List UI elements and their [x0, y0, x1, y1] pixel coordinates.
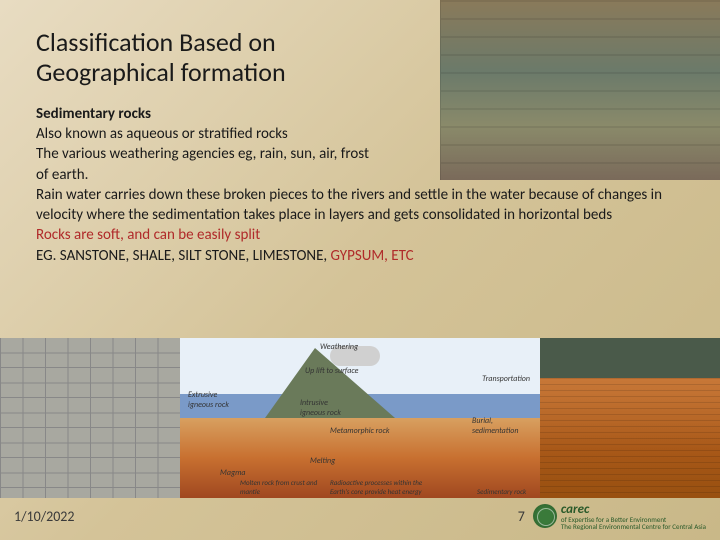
text-line: EG. SANSTONE, SHALE, SILT STONE, LIMESTO…	[36, 246, 676, 266]
slide-title: Classification Based on Geographical for…	[36, 28, 396, 88]
diagram-label: Magma	[220, 468, 246, 478]
slide-footer: 1/10/2022 7 carec of Expertise for a Bet…	[0, 502, 720, 530]
diagram-label: Up lift to surface	[305, 366, 358, 376]
diagram-label: Melting	[310, 456, 335, 466]
diagram-label: Metamorphic rock	[330, 426, 390, 436]
diagram-label: Radioactive processes within the Earth's…	[330, 478, 440, 496]
text-line: Rain water carries down these broken pie…	[36, 185, 676, 226]
canyon-photo	[440, 0, 720, 180]
carec-logo: carec of Expertise for a Better Environm…	[533, 503, 706, 530]
diagram-label: Extrusive igneous rock	[188, 390, 238, 410]
stone-wall-photo	[0, 338, 180, 498]
page-number: 7	[518, 508, 525, 525]
logo-text: carec of Expertise for a Better Environm…	[561, 503, 706, 530]
diagram-label: Burial, sedimentation	[472, 416, 532, 436]
diagram-label: Molten rock from crust and mantle	[240, 478, 320, 496]
diagram-label: Weathering	[320, 342, 358, 352]
footer-date: 1/10/2022	[14, 508, 74, 525]
text-highlight: Rocks are soft, and can be easily split	[36, 225, 676, 245]
slide-container: Classification Based on Geographical for…	[0, 0, 720, 540]
diagram-label: Sedimentary rock	[477, 487, 532, 496]
logo-globe-icon	[533, 504, 557, 528]
rock-cycle-diagram: Weathering Up lift to surface Transporta…	[180, 338, 540, 498]
diagram-label: Transportation	[482, 374, 530, 384]
diagram-label: Intrusive igneous rock	[300, 398, 350, 418]
footer-right: 7 carec of Expertise for a Better Enviro…	[518, 503, 706, 530]
image-row: Weathering Up lift to surface Transporta…	[0, 338, 720, 498]
strata-photo	[540, 338, 720, 498]
